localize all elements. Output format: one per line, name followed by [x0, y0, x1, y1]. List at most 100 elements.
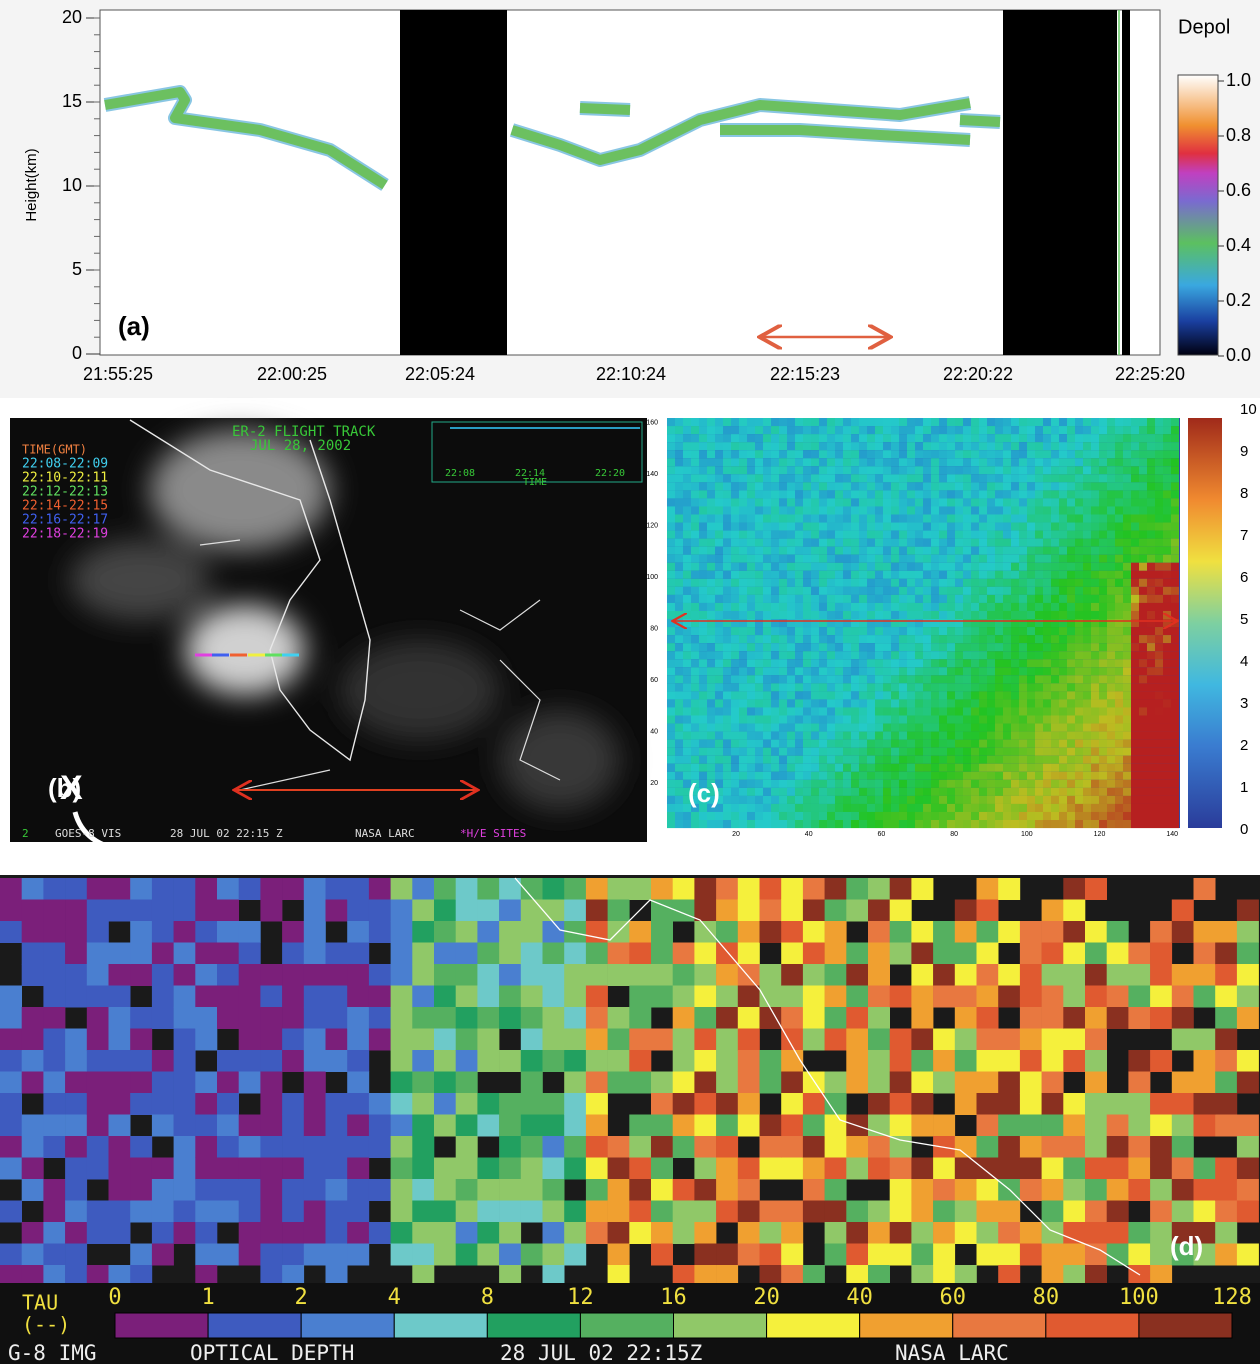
pixel	[1139, 426, 1147, 435]
inset-tick-label: 22:20	[595, 468, 625, 479]
pixel	[998, 1050, 1021, 1072]
pixel	[947, 820, 955, 829]
pixel	[859, 434, 867, 443]
pixel	[715, 795, 723, 804]
pixel	[939, 763, 947, 772]
pixel	[779, 683, 787, 692]
pixel	[759, 1007, 782, 1029]
pixel	[811, 514, 819, 523]
pixel	[1059, 602, 1067, 612]
pixel	[691, 779, 699, 788]
pixel	[1123, 522, 1131, 531]
pixel	[915, 651, 923, 660]
pixel	[691, 683, 699, 692]
pixel	[1011, 610, 1019, 620]
pixel	[1115, 506, 1123, 515]
pixel	[759, 1157, 782, 1180]
footer-text: NASA LARC	[895, 1341, 1009, 1364]
pixel	[803, 578, 811, 587]
pixel	[1131, 522, 1139, 531]
pixel	[1035, 458, 1043, 467]
pixel	[1163, 514, 1171, 523]
pixel	[939, 498, 947, 507]
pixel	[1003, 811, 1011, 821]
pixel	[325, 878, 348, 900]
pixel	[971, 723, 979, 732]
pixel	[859, 546, 867, 555]
pixel	[675, 731, 683, 740]
pixel	[883, 562, 891, 571]
pixel	[672, 942, 695, 965]
pixel	[1215, 1179, 1238, 1201]
pixel	[1150, 1114, 1173, 1137]
pixel	[889, 1136, 912, 1158]
pixel	[716, 921, 739, 943]
pixel	[699, 458, 707, 467]
pixel	[1123, 707, 1131, 716]
pixel	[933, 985, 956, 1008]
pixel	[739, 675, 747, 684]
pixel	[931, 803, 939, 813]
pixel	[1131, 602, 1139, 612]
pixel	[995, 474, 1003, 483]
pixel	[954, 1007, 977, 1029]
pixel	[1011, 731, 1019, 740]
pixel	[1107, 594, 1115, 603]
x-tick-label: 140	[1166, 831, 1178, 838]
pixel	[1067, 739, 1075, 748]
pixel	[1139, 538, 1147, 547]
pixel	[699, 691, 707, 700]
pixel	[1123, 546, 1131, 555]
pixel	[1155, 651, 1163, 660]
pixel	[779, 610, 787, 620]
pixel	[699, 538, 707, 547]
pixel	[731, 755, 739, 764]
pixel	[1067, 675, 1075, 684]
pixel	[1155, 442, 1163, 451]
pixel	[1003, 659, 1011, 668]
pixel	[1128, 942, 1151, 965]
pixel	[1085, 1179, 1107, 1201]
pixel	[238, 1007, 261, 1029]
pixel	[1063, 1157, 1086, 1180]
pixel	[747, 498, 755, 507]
pixel	[731, 683, 739, 692]
pixel	[771, 586, 779, 595]
pixel	[1115, 795, 1123, 804]
pixel	[585, 1071, 608, 1094]
pixel	[955, 418, 963, 427]
pixel	[867, 570, 875, 579]
pixel	[691, 635, 699, 644]
pixel	[1128, 1136, 1151, 1158]
pixel	[1106, 985, 1129, 1008]
pixel	[130, 1243, 153, 1266]
pixel	[987, 546, 995, 555]
pixel	[260, 1157, 283, 1180]
pixel	[715, 747, 723, 756]
pixel	[667, 715, 675, 724]
pixel	[891, 442, 899, 451]
pixel	[1041, 1265, 1064, 1287]
pixel	[1011, 490, 1019, 499]
pixel	[675, 747, 683, 756]
pixel	[1099, 554, 1107, 563]
pixel	[1085, 1028, 1107, 1051]
pixel	[675, 803, 683, 813]
pixel	[781, 985, 804, 1008]
pixel	[747, 602, 755, 612]
pixel	[564, 1200, 587, 1223]
pixel	[1215, 1200, 1238, 1223]
pixel	[779, 651, 787, 660]
pixel	[759, 899, 782, 922]
pixel	[947, 731, 955, 740]
pixel	[1035, 635, 1043, 644]
pixel	[963, 787, 971, 796]
pixel	[477, 1007, 500, 1029]
pixel	[811, 530, 819, 539]
pixel	[607, 1007, 630, 1029]
pixel	[499, 1093, 522, 1115]
pixel	[347, 1157, 370, 1180]
pixel	[1067, 530, 1075, 539]
pixel	[1051, 787, 1059, 796]
pixel	[1163, 820, 1171, 829]
